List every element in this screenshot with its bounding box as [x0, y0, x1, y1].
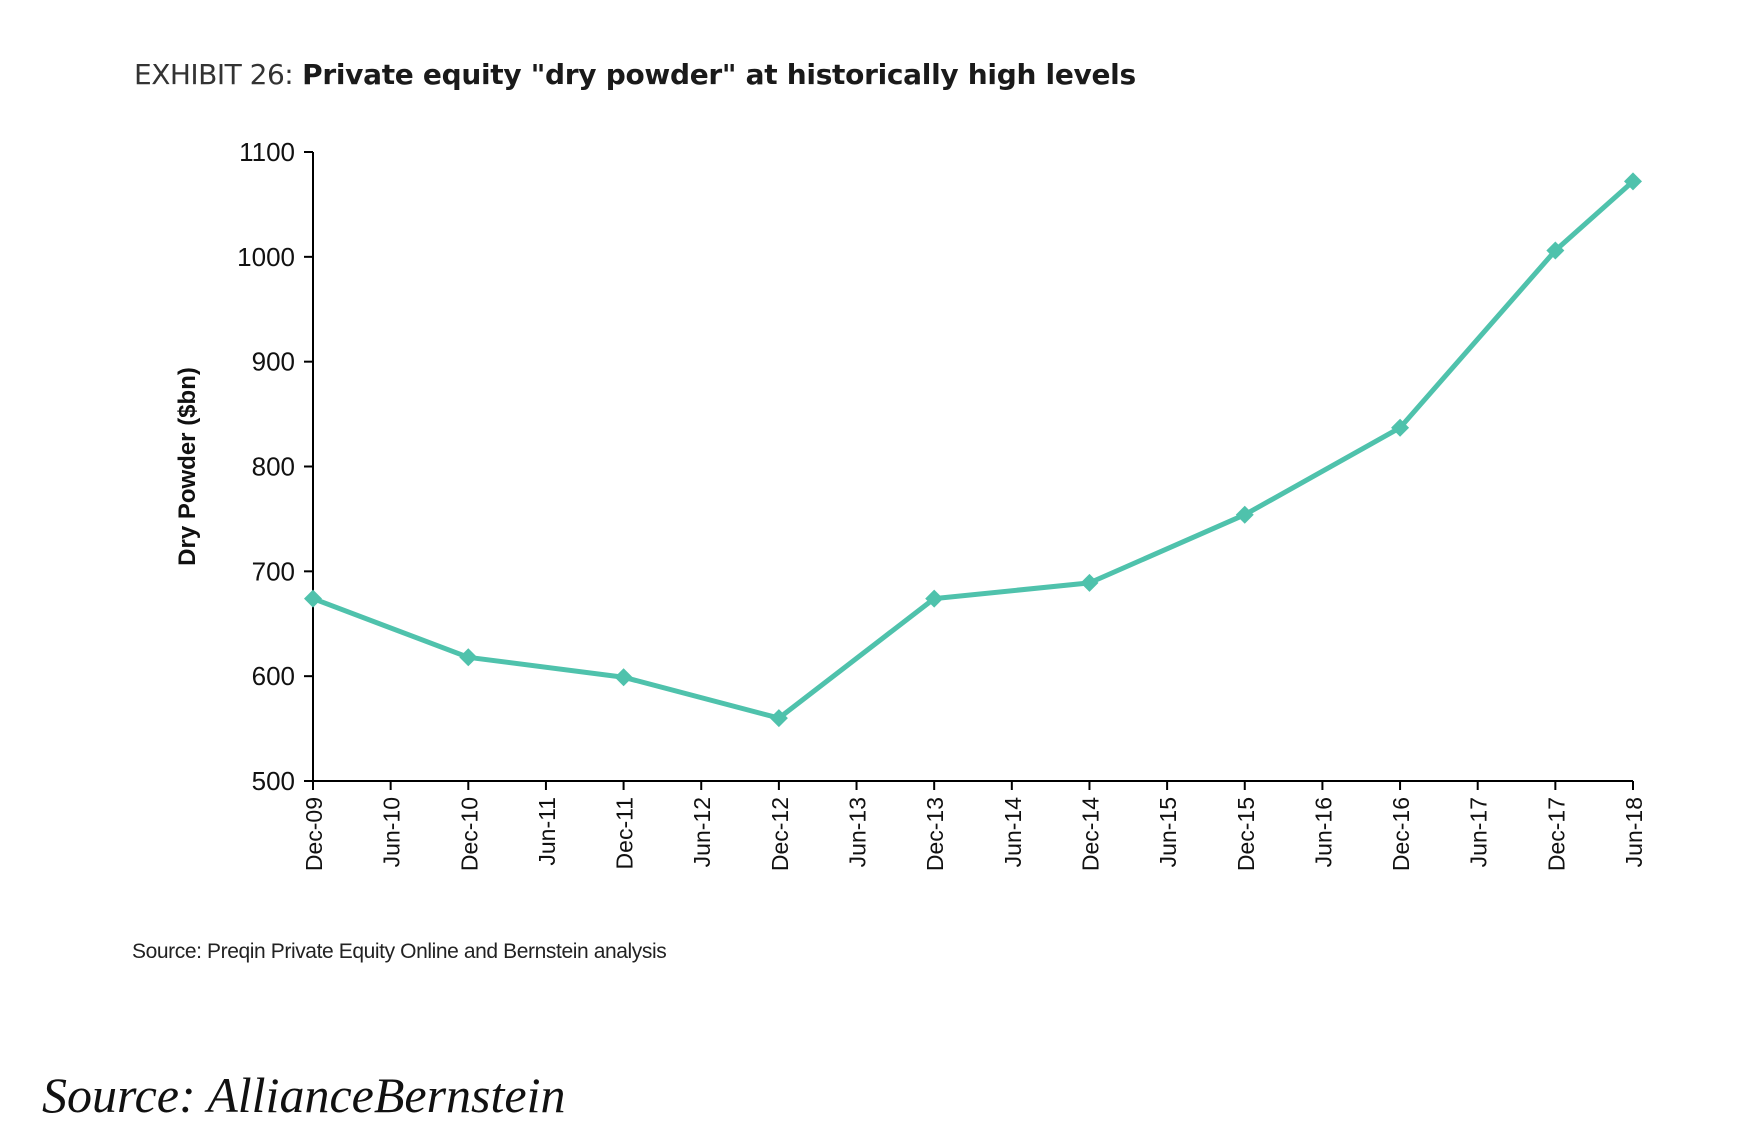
x-tick-label: Dec-14 — [1077, 797, 1103, 871]
x-tick-label: Dec-16 — [1388, 797, 1414, 871]
x-tick-label: Dec-12 — [767, 797, 793, 871]
data-point-marker — [769, 709, 788, 728]
data-point-marker — [614, 668, 633, 687]
source-note: Source: Preqin Private Equity Online and… — [132, 940, 667, 963]
x-tick-label: Jun-14 — [1000, 797, 1026, 868]
data-series — [304, 172, 1642, 728]
data-point-marker — [1546, 241, 1565, 260]
x-tick-label: Jun-16 — [1310, 797, 1336, 867]
y-tick-label: 900 — [252, 347, 295, 377]
data-point-marker — [304, 589, 322, 608]
x-tick-label: Jun-18 — [1621, 797, 1647, 867]
y-tick-label: 600 — [252, 661, 295, 691]
x-tick-label: Dec-09 — [301, 797, 327, 871]
data-point-marker — [925, 589, 944, 608]
y-tick-label: 1000 — [237, 242, 295, 272]
x-tick-label: Dec-13 — [922, 797, 948, 871]
x-axis-ticks: Dec-09 Jun-10 Dec-10 Jun-11 Dec-11 Jun-12 Dec-… — [301, 781, 1647, 871]
x-tick-label: Dec-11 — [612, 797, 638, 869]
exhibit-label: EXHIBIT 26: — [134, 58, 294, 91]
y-tick-label: 1100 — [239, 137, 295, 167]
data-point-marker — [1391, 418, 1410, 437]
y-tick-label: 500 — [252, 766, 295, 796]
exhibit-title: EXHIBIT 26: Private equity "dry powder" … — [134, 58, 1136, 91]
data-point-marker — [1624, 172, 1642, 191]
y-axis-label: Dry Powder ($bn) — [174, 367, 201, 566]
x-tick-label: Dec-10 — [456, 797, 482, 871]
data-point-marker — [1235, 505, 1254, 524]
x-tick-label: Jun-15 — [1155, 797, 1181, 867]
x-tick-label: Jun-13 — [845, 797, 871, 867]
series-line — [312, 179, 1635, 721]
x-tick-label: Dec-15 — [1233, 797, 1259, 871]
chart-axes — [312, 152, 1633, 782]
data-point-marker — [1080, 573, 1099, 592]
image-credit: Source: AllianceBernstein — [42, 1067, 566, 1123]
x-tick-label: Jun-10 — [379, 797, 405, 867]
y-tick-label: 700 — [252, 556, 295, 586]
x-tick-label: Dec-17 — [1543, 797, 1569, 871]
x-tick-label: Jun-17 — [1466, 797, 1492, 867]
chart-title: Private equity "dry powder" at historica… — [302, 58, 1136, 91]
y-tick-label: 800 — [252, 452, 295, 482]
data-point-marker — [459, 648, 478, 667]
x-tick-label: Jun-12 — [689, 797, 715, 867]
y-axis-ticks: 500 600 700 800 900 1000 1100 — [237, 137, 313, 796]
x-tick-label: Jun-11 — [534, 797, 560, 866]
